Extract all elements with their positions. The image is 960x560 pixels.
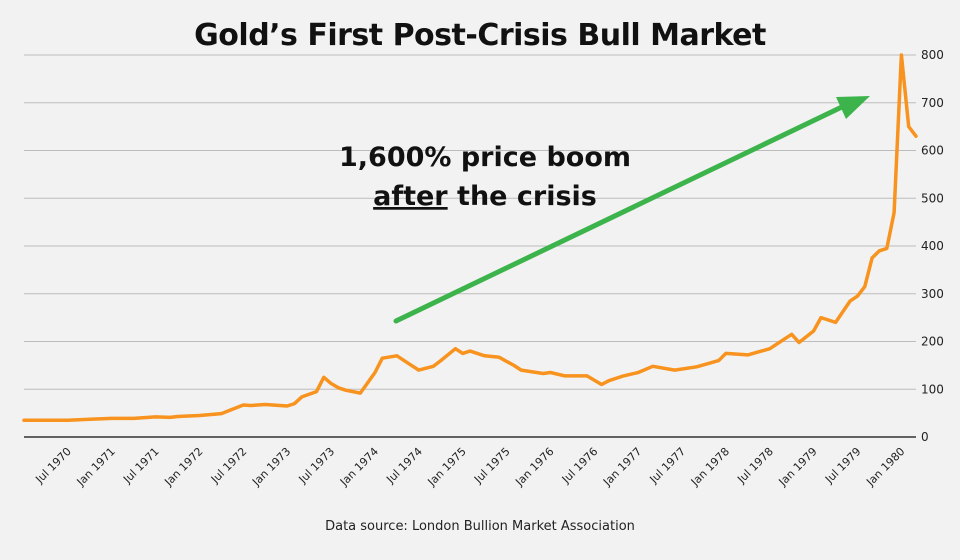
arrow-head (836, 96, 870, 119)
y-tick-label: 800 (921, 48, 944, 62)
data-source-note: Data source: London Bullion Market Assoc… (325, 519, 635, 534)
gold-price-line (22, 53, 918, 423)
y-tick-label: 300 (921, 287, 944, 301)
y-tick-label: 400 (921, 239, 944, 253)
y-tick-label: 200 (921, 335, 944, 349)
y-tick-label: 700 (921, 96, 944, 110)
x-tick-label: Jan 1975 (425, 445, 469, 489)
x-tick-label: Jan 1978 (688, 445, 732, 489)
x-tick-label: Jul 1979 (822, 445, 864, 487)
series-layer (22, 53, 918, 423)
x-tick-label: Jan 1977 (600, 445, 644, 489)
x-tick-label: Jul 1972 (208, 445, 250, 487)
x-tick-label: Jan 1979 (776, 445, 820, 489)
chart-title: Gold’s First Post-Crisis Bull Market (194, 18, 766, 53)
annotation-line2-rest: the crisis (448, 181, 597, 212)
y-axis-ticks: 0 100 200 300 400 500 600 700 800 (921, 48, 944, 444)
annotation-arrow (393, 96, 870, 324)
y-tick-label: 500 (921, 191, 944, 205)
x-tick-label: Jan 1974 (337, 445, 381, 489)
annotation-line1: 1,600% price boom (339, 142, 631, 173)
x-axis-ticks: Jul 1970 Jan 1971 Jul 1971 Jan 1972 Jul 1972… (32, 445, 907, 489)
grid-lines (24, 54, 916, 438)
y-tick-label: 0 (921, 430, 929, 444)
x-tick-label: Jul 1971 (120, 445, 162, 487)
x-tick-label: Jul 1970 (32, 445, 74, 487)
y-tick-label: 100 (921, 382, 944, 396)
x-tick-label: Jan 1980 (863, 445, 907, 489)
x-tick-label: Jan 1976 (512, 445, 556, 489)
annotation-line2: after the crisis (373, 181, 597, 212)
x-tick-label: Jul 1976 (559, 445, 601, 487)
x-tick-label: Jan 1973 (249, 445, 293, 489)
x-tick-label: Jul 1978 (734, 445, 776, 487)
x-tick-label: Jul 1977 (647, 445, 689, 487)
annotation-underlined-word: after (373, 181, 448, 212)
x-tick-label: Jul 1974 (383, 445, 425, 487)
x-tick-label: Jul 1975 (471, 445, 513, 487)
arrow-shaft (393, 102, 849, 324)
x-tick-label: Jan 1971 (74, 445, 118, 489)
x-tick-label: Jul 1973 (296, 445, 338, 487)
x-tick-label: Jan 1972 (161, 445, 205, 489)
y-tick-label: 600 (921, 144, 944, 158)
